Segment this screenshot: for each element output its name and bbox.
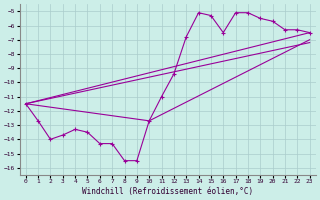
X-axis label: Windchill (Refroidissement éolien,°C): Windchill (Refroidissement éolien,°C) bbox=[82, 187, 253, 196]
